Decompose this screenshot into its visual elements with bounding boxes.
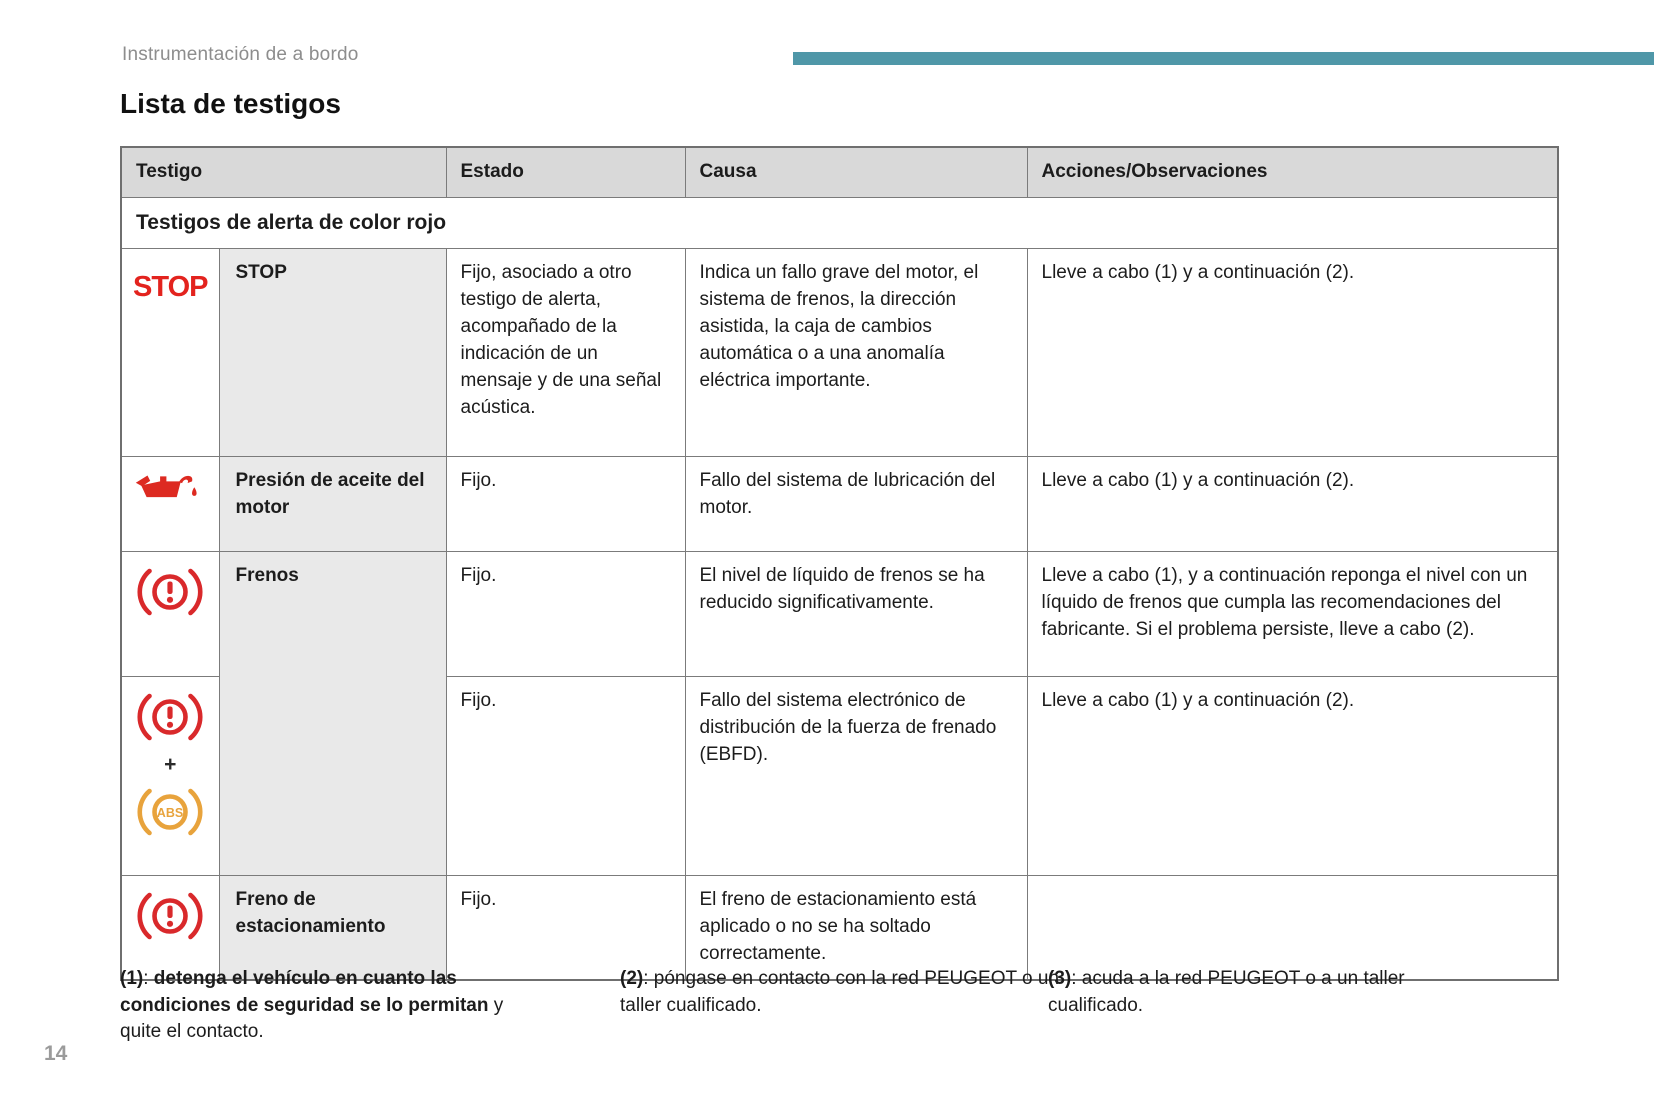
footnote-2: (2): póngase en contacto con la red PEUG… — [620, 968, 1060, 1016]
table-row: Frenos Fijo. El nivel de líquido de fren… — [120, 550, 1559, 876]
brake-warning-icon — [137, 693, 203, 741]
section-title: Testigos de alerta de color rojo — [120, 196, 1559, 249]
abs-warning-icon: ABS — [137, 788, 203, 836]
acciones-cell — [1026, 874, 1559, 981]
estado-cell: Fijo. — [445, 455, 686, 552]
table-row: Presión de aceite del motor Fijo. Fallo … — [120, 455, 1559, 552]
estado-cell: Fijo. — [445, 675, 686, 876]
testigo-icon-cell: + ABS — [120, 675, 220, 876]
section-row: Testigos de alerta de color rojo — [120, 196, 1559, 249]
estado-cell: Fijo. — [445, 874, 686, 981]
footnote-3: (3): acuda a la red PEUGEOT o a un talle… — [1048, 968, 1405, 1016]
table-row: + ABS Fijo. Fallo del sistema electrónic… — [120, 675, 1559, 876]
footnote-marker: (3) — [1048, 968, 1072, 989]
brake-warning-icon — [137, 568, 203, 616]
table-row: Freno de estacionamiento Fijo. El freno … — [120, 874, 1559, 981]
footnotes: (1): detenga el vehículo en cuanto las c… — [120, 966, 1580, 1046]
causa-cell: Fallo del sistema de lubricación del mot… — [684, 455, 1028, 552]
causa-cell: Indica un fallo grave del motor, el sist… — [684, 247, 1028, 457]
svg-text:ABS: ABS — [157, 806, 183, 820]
footnote-1: (1): detenga el vehículo en cuanto las c… — [120, 968, 504, 1043]
testigo-label: Freno de estacionamiento — [218, 874, 447, 981]
stop-warning-icon: STOP — [133, 270, 208, 303]
page-number: 14 — [44, 1042, 68, 1065]
estado-cell: Fijo, asociado a otro testigo de alerta,… — [445, 247, 686, 457]
testigo-label: Presión de aceite del motor — [218, 455, 447, 552]
causa-cell: Fallo del sistema electrónico de distrib… — [684, 675, 1028, 876]
acciones-cell: Lleve a cabo (1) y a continuación (2). — [1026, 247, 1559, 457]
estado-cell: Fijo. — [445, 550, 686, 677]
testigo-icon-cell — [120, 550, 220, 677]
table-header-row: Testigo Estado Causa Acciones/Observacio… — [120, 146, 1559, 198]
causa-cell: El nivel de líquido de frenos se ha redu… — [684, 550, 1028, 677]
plus-icon: + — [164, 752, 177, 776]
brake-warning-icon — [137, 892, 203, 940]
acciones-cell: Lleve a cabo (1) y a continuación (2). — [1026, 455, 1559, 552]
oil-pressure-icon — [136, 475, 197, 497]
column-header-estado: Estado — [445, 146, 686, 198]
footnote-marker: (2) — [620, 968, 644, 989]
acciones-cell: Lleve a cabo (1) y a continuación (2). — [1026, 675, 1559, 876]
column-header-acciones: Acciones/Observaciones — [1026, 146, 1559, 198]
table-row: STOP STOP Fijo, asociado a otro testigo … — [120, 247, 1559, 457]
column-header-causa: Causa — [684, 146, 1028, 198]
testigo-label: STOP — [218, 247, 447, 457]
accent-bar — [793, 52, 1654, 65]
column-header-testigo: Testigo — [120, 146, 447, 198]
testigo-icon-cell: STOP — [120, 247, 220, 457]
testigo-icon-cell — [120, 874, 220, 981]
footnote-marker: (1) — [120, 968, 144, 989]
causa-cell: El freno de estacionamiento está aplicad… — [684, 874, 1028, 981]
page-title: Lista de testigos — [120, 88, 341, 119]
testigo-icon-cell — [120, 455, 220, 552]
testigo-label: Frenos — [218, 550, 447, 876]
breadcrumb: Instrumentación de a bordo — [122, 44, 359, 65]
warning-lights-table: Testigo Estado Causa Acciones/Observacio… — [120, 146, 1559, 981]
acciones-cell: Lleve a cabo (1), y a continuación repon… — [1026, 550, 1559, 677]
